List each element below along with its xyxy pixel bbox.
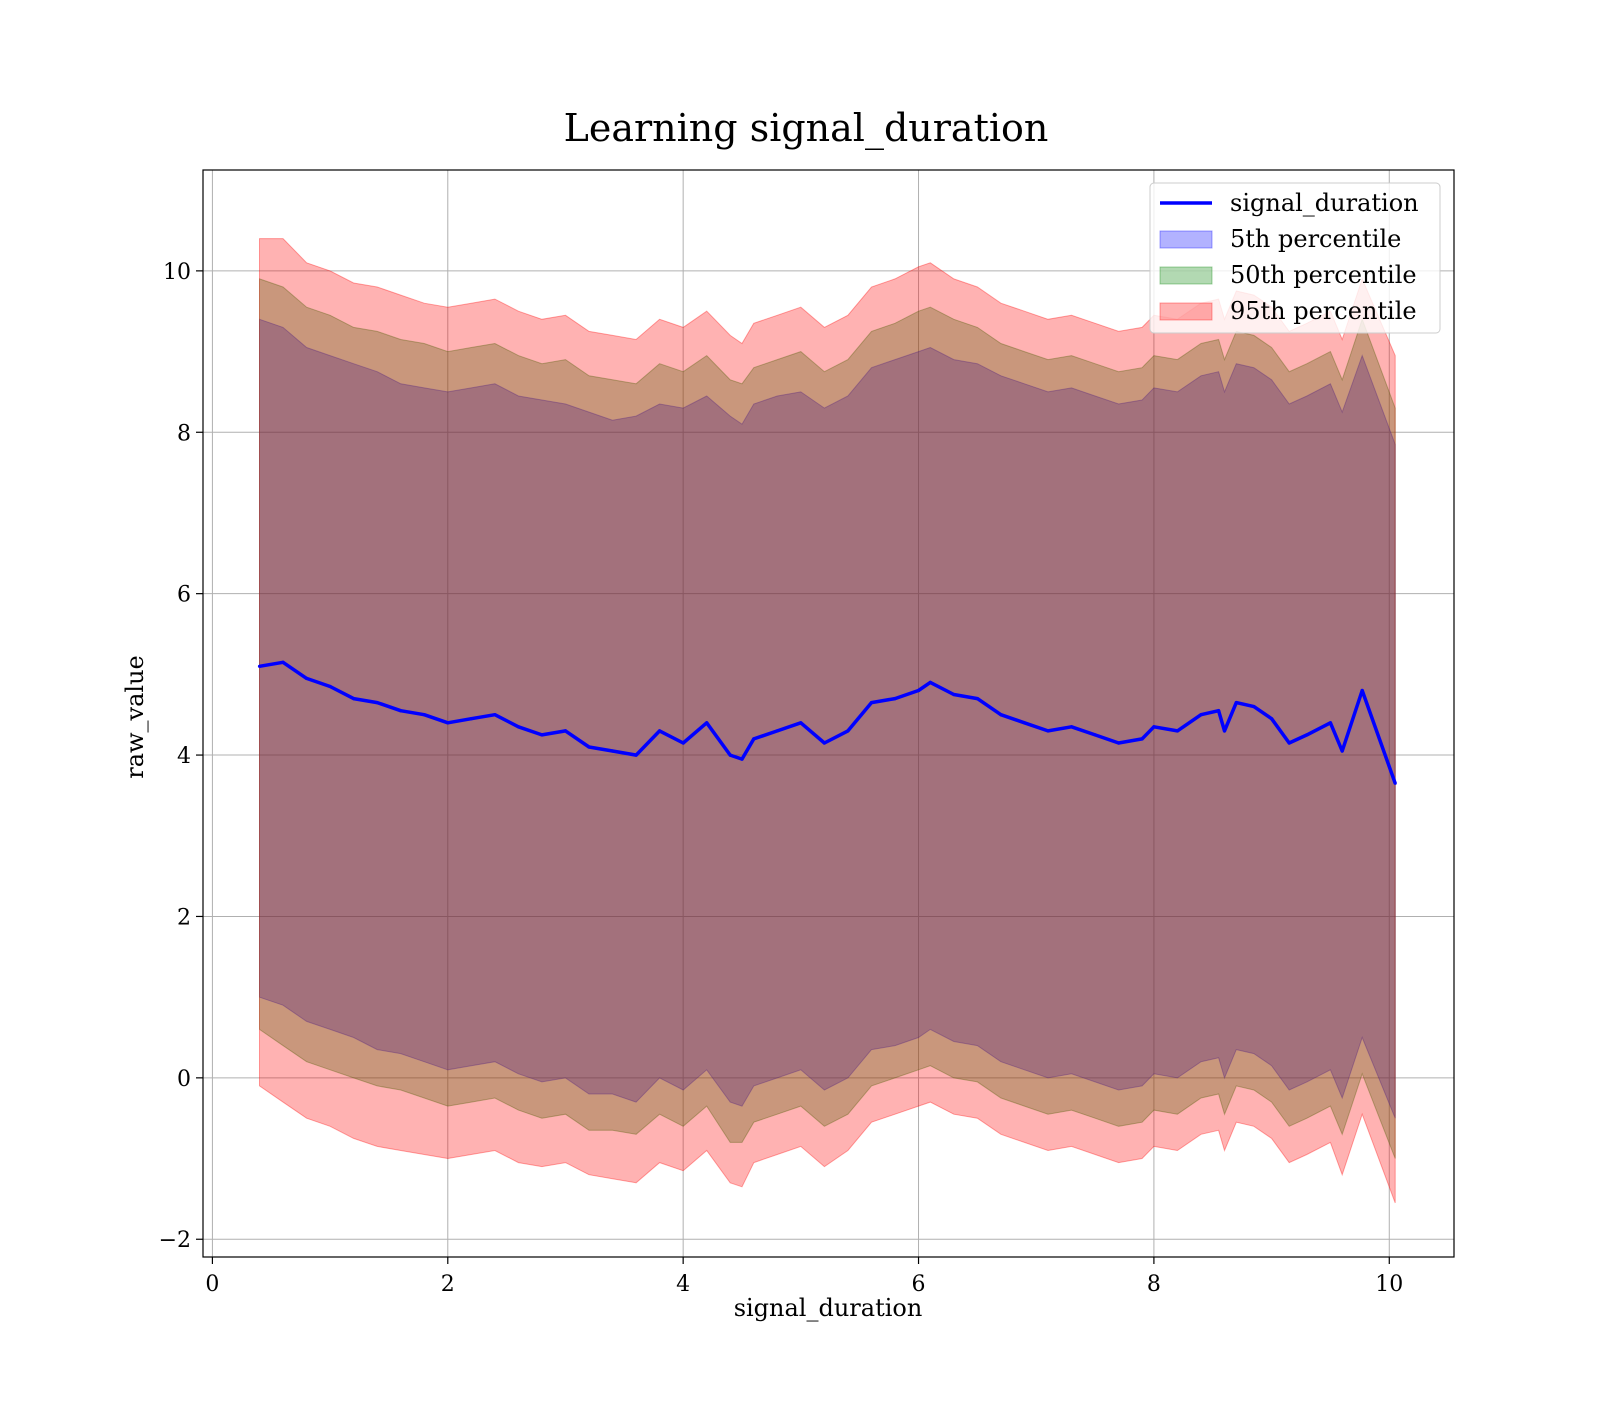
signal-duration-point (422, 713, 426, 717)
signal-duration-point (587, 745, 591, 749)
plot-frame (202, 169, 1455, 1258)
signal-duration-point (540, 733, 544, 737)
signal-duration-point (305, 676, 309, 681)
legend-label: 95th percentile (1230, 297, 1417, 325)
signal-duration-point (846, 729, 850, 733)
signal-duration-line (259, 660, 1397, 784)
signal-duration-point (1328, 721, 1332, 725)
legend-patch-swatch (1159, 302, 1213, 321)
signal-duration-point (705, 721, 709, 725)
signal-duration-point (928, 680, 932, 685)
signal-duration-point (446, 721, 450, 725)
signal-duration-point (1305, 733, 1309, 737)
y-tick-label: 8 (177, 421, 191, 446)
tick-layer: 0 2 4 6 8 10 −2 0 2 4 6 8 10 (159, 260, 1404, 1297)
signal-duration-point (1222, 729, 1227, 733)
signal-duration-point (1022, 721, 1026, 725)
legend-label: 50th percentile (1230, 261, 1417, 289)
x-tick-label: 10 (1375, 1272, 1403, 1297)
signal-duration-point (916, 688, 921, 693)
legend-box (1149, 182, 1441, 334)
legend-patch-swatch (1159, 266, 1213, 285)
signal-duration-point (516, 725, 521, 729)
signal-duration-point (999, 713, 1003, 717)
signal-duration-point (728, 753, 732, 757)
signal-duration-point (634, 753, 638, 757)
signal-duration-point (1152, 725, 1156, 729)
signal-duration-point (1069, 725, 1074, 729)
x-axis-label: signal_duration (734, 1294, 923, 1322)
y-tick-label: 0 (177, 1067, 191, 1092)
signal-duration-point (1340, 749, 1344, 753)
signal-duration-point (775, 729, 779, 733)
signal-duration-point (563, 729, 568, 733)
signal-duration-point (257, 664, 262, 668)
y-tick-label: 4 (177, 744, 191, 769)
signal-duration-point (610, 749, 615, 753)
legend-patch-swatch (1159, 230, 1213, 249)
signal-duration-point (328, 684, 332, 689)
signal-duration-point (1046, 729, 1050, 733)
band-series-1 (259, 318, 1396, 1119)
signal-duration-point (1093, 733, 1097, 737)
line-layer (257, 660, 1397, 785)
y-tick-label: 10 (163, 260, 191, 285)
signal-duration-point (1360, 688, 1364, 693)
y-axis-label: raw_value (121, 655, 149, 779)
y-tick-label: 2 (177, 905, 191, 930)
signal-duration-point (1117, 741, 1121, 745)
signal-duration-point (952, 692, 956, 697)
band-layer (259, 238, 1396, 1204)
signal-duration-point (681, 741, 685, 745)
signal-duration-point (399, 709, 403, 713)
x-tick-label: 4 (676, 1272, 690, 1297)
signal-duration-point (740, 757, 744, 761)
band-series-2 (259, 278, 1396, 1159)
signal-duration-point (375, 701, 379, 705)
signal-duration-point (799, 721, 803, 725)
x-tick-label: 6 (912, 1272, 926, 1297)
band-series-3 (259, 238, 1396, 1204)
signal-duration-point (822, 741, 827, 745)
signal-duration-point (1252, 705, 1256, 709)
signal-duration-point (1175, 729, 1179, 733)
x-tick-label: 2 (441, 1272, 455, 1297)
signal-duration-point (469, 717, 473, 721)
signal-duration-point (1234, 701, 1238, 705)
signal-duration-point (1287, 741, 1291, 745)
signal-duration-point (1217, 709, 1221, 713)
signal-duration-point (1270, 717, 1274, 721)
chart-title: Learning signal_duration (564, 106, 1049, 151)
signal-duration-point (1199, 713, 1203, 717)
signal-duration-point (493, 713, 497, 717)
y-tick-label: −2 (159, 1228, 191, 1253)
x-tick-label: 8 (1147, 1272, 1161, 1297)
signal-duration-point (1140, 737, 1144, 741)
signal-duration-point (1393, 781, 1397, 785)
x-tick-label: 0 (205, 1272, 219, 1297)
legend-label: signal_duration (1230, 189, 1419, 217)
signal-duration-point (893, 697, 897, 701)
signal-duration-point (281, 660, 285, 664)
y-tick-label: 6 (177, 583, 191, 608)
signal-duration-point (658, 729, 662, 733)
signal-duration-point (352, 697, 356, 701)
signal-duration-point (869, 701, 874, 705)
signal-duration-point (975, 697, 980, 701)
legend-label: 5th percentile (1230, 225, 1401, 253)
legend: signal_duration 5th percentile 50th percen… (1149, 182, 1441, 334)
signal-duration-point (752, 737, 756, 741)
